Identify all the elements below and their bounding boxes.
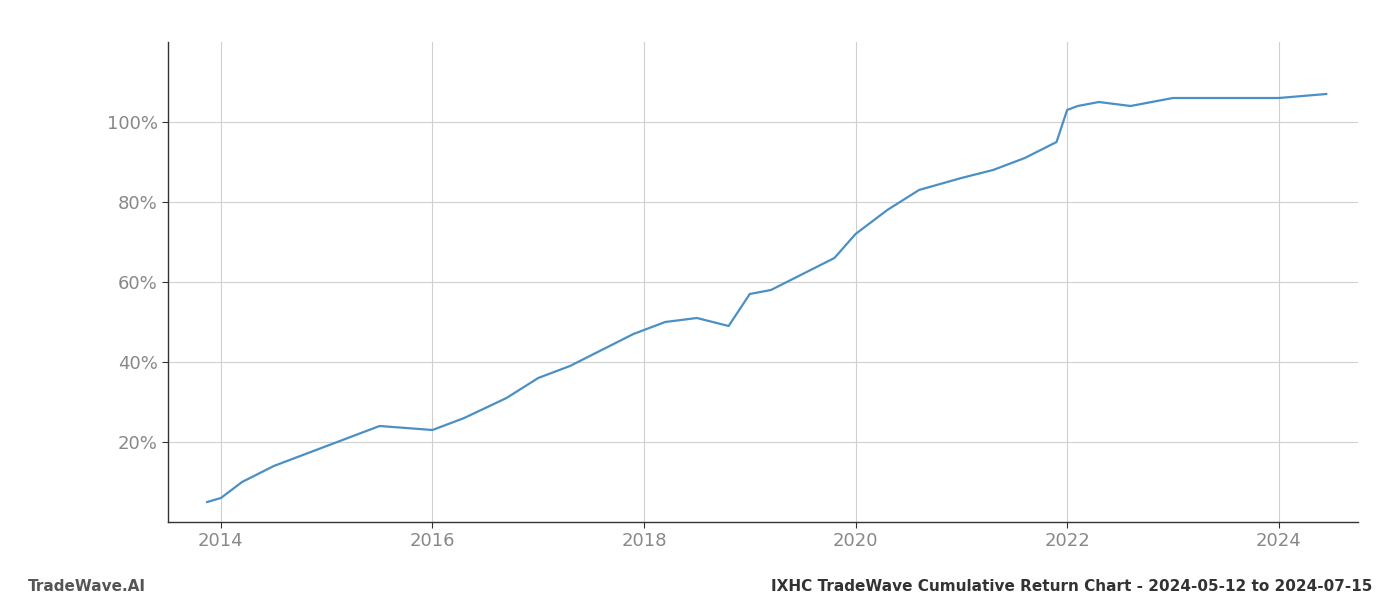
Text: IXHC TradeWave Cumulative Return Chart - 2024-05-12 to 2024-07-15: IXHC TradeWave Cumulative Return Chart -…: [770, 579, 1372, 594]
Text: TradeWave.AI: TradeWave.AI: [28, 579, 146, 594]
